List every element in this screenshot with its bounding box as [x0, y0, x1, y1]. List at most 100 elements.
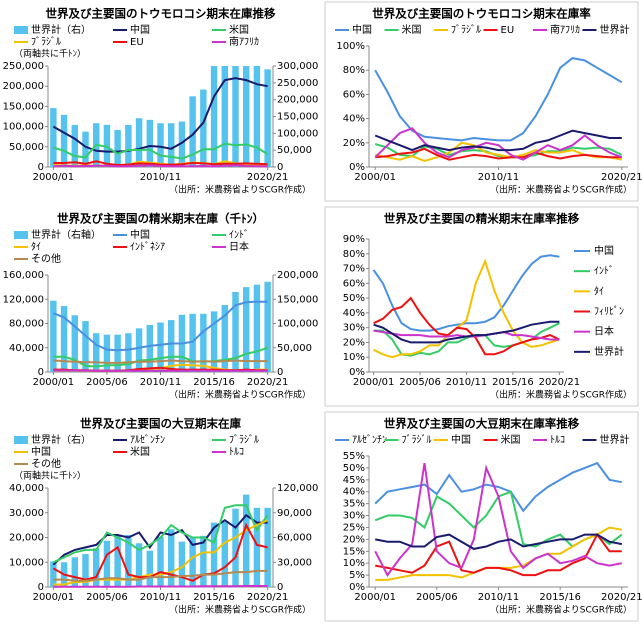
- x-tick-label: 2015/16: [539, 592, 581, 603]
- bar: [210, 311, 218, 372]
- legend-label: 中国: [130, 228, 150, 241]
- y-tick-label: 40%: [343, 487, 365, 498]
- line: [374, 127, 623, 161]
- x-tick-label: 2010/11: [140, 172, 182, 183]
- legend-label: ﾌﾞﾗｼﾞﾙ: [229, 434, 259, 446]
- bar: [189, 96, 196, 167]
- legend-label: ﾄﾙｺ: [229, 447, 244, 458]
- y-tick-label: 20,000: [9, 533, 44, 544]
- y-tick-label: 80%: [343, 249, 365, 260]
- bar: [146, 550, 153, 587]
- chart-title: 世界及び主要国の大豆期末在庫率推移: [384, 417, 580, 431]
- x-tick-label: 2000/01: [354, 172, 396, 183]
- legend-label: 中国: [352, 23, 372, 36]
- legend-label: 世界計: [600, 23, 630, 36]
- line: [53, 359, 268, 364]
- bar: [50, 300, 57, 372]
- bar: [200, 89, 207, 167]
- bar: [82, 321, 89, 372]
- bar: [264, 281, 271, 372]
- x-tick-label: 2005/06: [86, 592, 128, 603]
- unit-note: （両軸共に千ﾄﾝ）: [14, 48, 86, 60]
- bar: [200, 535, 207, 587]
- legend-swatch: [14, 231, 28, 239]
- y-tick-label: 0%: [349, 582, 365, 593]
- x-tick-label: 2015/16: [492, 377, 534, 388]
- y-tick-label: 60%: [343, 89, 365, 100]
- bar: [243, 287, 250, 372]
- y-tick-label: 50,000: [9, 142, 44, 153]
- y-tick-label: 25%: [343, 522, 365, 533]
- legend-label: 中国: [594, 244, 614, 257]
- y2-tick-label: 50,000: [277, 343, 312, 354]
- y2-tick-label: 50,000: [277, 145, 312, 156]
- chart-title: 世界及び主要国の大豆期末在庫: [80, 417, 241, 431]
- source-note: （出所：米農務省よりSCGR作成）: [169, 184, 311, 196]
- legend-swatch: [14, 26, 28, 34]
- bar: [157, 322, 164, 372]
- y-tick-label: 50%: [343, 463, 365, 474]
- bar: [178, 541, 186, 587]
- y2-tick-label: 200,000: [277, 95, 318, 106]
- y-tick-label: 10,000: [9, 557, 44, 568]
- legend-label: その他: [31, 457, 61, 470]
- bar: [135, 328, 143, 372]
- y2-tick-label: 150,000: [277, 294, 318, 305]
- x-tick-label: 2020/21: [601, 172, 642, 183]
- y2-tick-label: 60,000: [277, 533, 312, 544]
- line: [372, 254, 560, 332]
- bar: [82, 554, 89, 587]
- x-tick-label: 2005/06: [416, 592, 458, 603]
- legend-label: ｲﾝﾄﾞﾈｼｱ: [130, 241, 165, 253]
- x-tick-label: 2020/21: [601, 592, 642, 603]
- line: [374, 143, 623, 159]
- line: [375, 532, 622, 577]
- bar: [232, 291, 239, 372]
- bar: [71, 124, 78, 167]
- legend-label: 中国: [31, 445, 51, 458]
- x-tick-label: 2015/16: [193, 592, 235, 603]
- x-tick-label: 2005/06: [86, 377, 128, 388]
- legend-label: ｲﾝﾄﾞ: [229, 229, 249, 241]
- y-tick-label: 100,000: [3, 122, 44, 133]
- legend-label: ｱﾙｾﾞﾝﾁﾝ: [352, 434, 387, 446]
- y-tick-label: 45%: [343, 475, 365, 486]
- bar: [168, 529, 175, 587]
- x-tick-label: 2000/01: [33, 172, 75, 183]
- line: [53, 585, 268, 588]
- y-tick-label: 10%: [343, 352, 365, 363]
- bar: [93, 548, 100, 587]
- y-tick-label: 50%: [343, 293, 365, 304]
- bar: [60, 114, 68, 167]
- legend-label: その他: [31, 252, 61, 265]
- bar: [210, 522, 218, 587]
- bar: [189, 313, 196, 372]
- y2-tick-label: 30,000: [277, 557, 312, 568]
- line: [53, 569, 268, 582]
- y2-tick-label: 0: [277, 162, 283, 173]
- legend-label: 世界計（右）: [31, 23, 91, 36]
- source-note: （出所：米農務省よりSCGR作成）: [490, 389, 632, 401]
- x-tick-label: 2020/21: [247, 592, 289, 603]
- x-tick-label: 2010/11: [478, 172, 520, 183]
- bar: [114, 129, 121, 167]
- line: [52, 513, 268, 566]
- line: [374, 462, 622, 577]
- bar: [114, 334, 121, 372]
- y-tick-label: 15%: [343, 546, 365, 557]
- y-tick-label: 0: [38, 582, 44, 593]
- y-tick-label: 40%: [343, 308, 365, 319]
- line: [373, 296, 560, 356]
- legend-label: 世界計: [600, 433, 630, 446]
- line: [374, 461, 622, 513]
- y-tick-label: 80%: [343, 65, 365, 76]
- x-tick-label: 2020/21: [247, 377, 289, 388]
- y-tick-label: 30,000: [9, 508, 44, 519]
- y-tick-label: 30%: [343, 511, 365, 522]
- x-tick-label: 2010/11: [140, 377, 182, 388]
- y-tick-label: 40,000: [9, 483, 44, 494]
- y-tick-label: 0%: [349, 367, 365, 378]
- line: [373, 258, 560, 359]
- y-tick-label: 90%: [343, 234, 365, 245]
